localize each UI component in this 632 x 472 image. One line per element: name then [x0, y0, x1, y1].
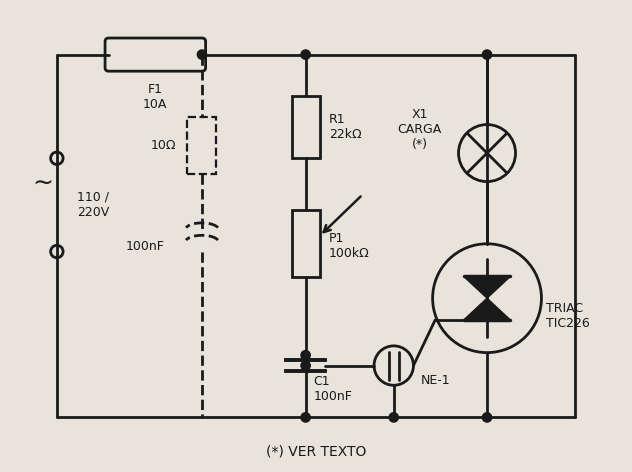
- FancyBboxPatch shape: [291, 210, 320, 278]
- Circle shape: [197, 50, 207, 59]
- Circle shape: [482, 50, 492, 59]
- Text: ∼: ∼: [32, 172, 53, 196]
- Text: (*) VER TEXTO: (*) VER TEXTO: [266, 444, 366, 458]
- Circle shape: [482, 413, 492, 422]
- Circle shape: [301, 413, 310, 422]
- Text: F1
10A: F1 10A: [143, 83, 167, 111]
- Polygon shape: [464, 277, 511, 298]
- FancyBboxPatch shape: [291, 96, 320, 158]
- Text: X1
CARGA
(*): X1 CARGA (*): [398, 108, 442, 151]
- Text: TRIAC
TIC226: TRIAC TIC226: [545, 303, 590, 330]
- Text: 10Ω: 10Ω: [150, 139, 176, 152]
- Circle shape: [301, 50, 310, 59]
- Text: NE-1: NE-1: [421, 373, 451, 387]
- FancyBboxPatch shape: [105, 38, 205, 71]
- Circle shape: [301, 361, 310, 370]
- Text: 100nF: 100nF: [126, 240, 164, 253]
- Circle shape: [301, 351, 310, 360]
- Text: C1
100nF: C1 100nF: [313, 375, 352, 403]
- Text: R1
22kΩ: R1 22kΩ: [329, 113, 362, 141]
- Text: P1
100kΩ: P1 100kΩ: [329, 232, 370, 261]
- Circle shape: [389, 413, 398, 422]
- FancyBboxPatch shape: [188, 117, 217, 174]
- Text: 110 /
220V: 110 / 220V: [77, 191, 109, 219]
- Polygon shape: [464, 298, 511, 320]
